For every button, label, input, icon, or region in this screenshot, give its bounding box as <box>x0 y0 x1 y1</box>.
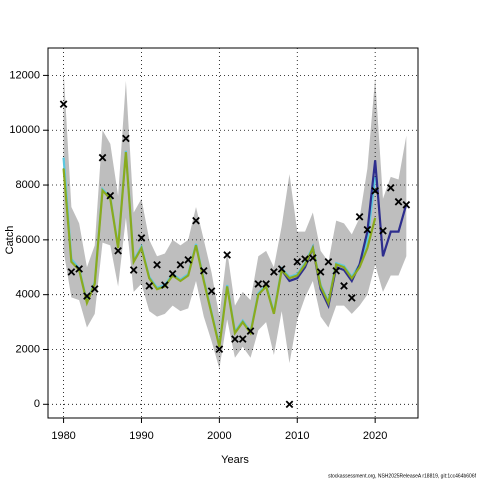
observation <box>75 265 83 273</box>
observation <box>223 251 231 259</box>
observation <box>347 294 356 302</box>
x-tick-label: 2020 <box>363 430 387 442</box>
observation <box>309 254 317 262</box>
observation <box>176 260 185 269</box>
plot-frame <box>47 47 419 419</box>
x-tick-label: 1980 <box>51 430 75 442</box>
observation <box>145 282 154 290</box>
observation <box>386 183 395 192</box>
observation <box>332 266 341 275</box>
observation <box>153 260 161 269</box>
observation <box>137 234 146 242</box>
y-tick-label: 12000 <box>9 69 40 81</box>
x-tick-label: 2010 <box>285 430 309 442</box>
fit-line <box>62 152 377 347</box>
observation <box>238 335 247 343</box>
confidence-band <box>63 69 407 369</box>
observation <box>285 400 294 409</box>
observation <box>215 345 224 354</box>
observation <box>161 281 169 289</box>
observation <box>402 200 411 209</box>
observation <box>129 266 138 274</box>
observation <box>192 216 200 225</box>
observation <box>316 268 325 276</box>
observation <box>262 280 270 288</box>
x-tick-label: 2000 <box>207 430 231 442</box>
observation <box>379 226 387 235</box>
observation <box>355 212 364 221</box>
observation <box>301 255 309 263</box>
x-axis-label: Years <box>221 454 249 466</box>
observation <box>270 268 278 276</box>
observation <box>277 265 286 273</box>
observation <box>199 266 208 275</box>
y-tick-label: 6000 <box>16 234 40 246</box>
y-axis-label: Catch <box>4 226 16 255</box>
observation <box>168 270 177 278</box>
observation <box>122 134 130 143</box>
footer: stockassessment.org, NSH2025ReleaseA r18… <box>328 473 476 479</box>
observation <box>106 191 115 200</box>
fit-line <box>280 160 408 310</box>
observation <box>83 292 91 300</box>
observation <box>67 268 76 276</box>
observation <box>90 285 99 293</box>
observation <box>207 287 216 295</box>
observation <box>363 225 372 234</box>
y-tick-label: 0 <box>34 398 40 410</box>
x-tick-label: 1990 <box>129 430 153 442</box>
observation <box>246 327 255 335</box>
y-tick-label: 8000 <box>16 179 40 191</box>
observation <box>394 197 403 206</box>
observation <box>184 256 193 264</box>
observation <box>59 100 68 109</box>
y-tick-label: 2000 <box>16 343 40 355</box>
y-tick-label: 4000 <box>16 289 40 301</box>
observation <box>371 186 379 195</box>
observation <box>293 257 302 266</box>
observation <box>231 335 239 343</box>
observation <box>114 246 122 255</box>
observation <box>340 282 348 290</box>
observation <box>324 257 333 266</box>
y-tick-label: 10000 <box>9 124 40 136</box>
observation <box>254 280 263 288</box>
observation <box>98 153 107 162</box>
